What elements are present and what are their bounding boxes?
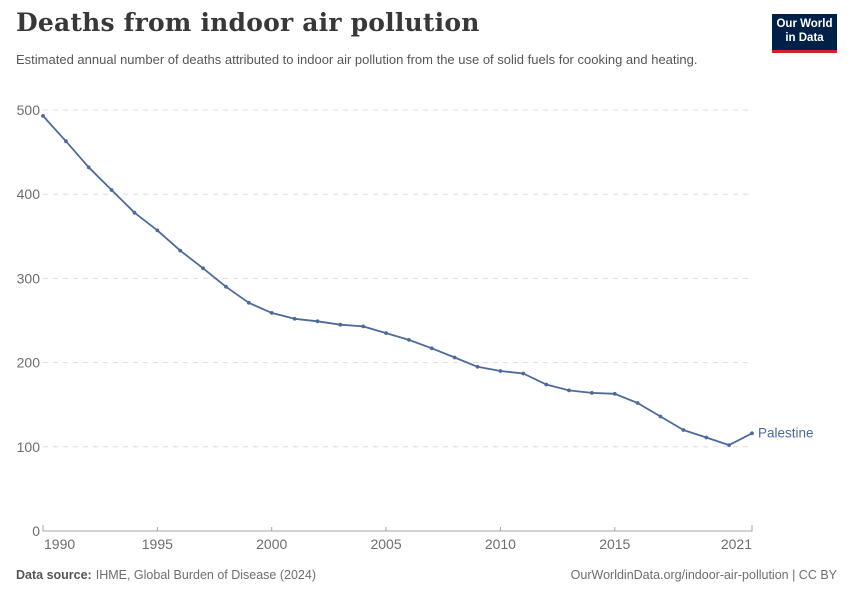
data-source-label: Data source:: [16, 568, 92, 582]
svg-text:500: 500: [17, 102, 41, 118]
page-title: Deaths from indoor air pollution: [16, 8, 480, 37]
gridlines: [43, 109, 752, 448]
owid-logo-line1: Our World: [776, 18, 833, 30]
credit-link[interactable]: OurWorldinData.org/indoor-air-pollution …: [570, 568, 837, 582]
x-axis-labels: 1990 1995 2000 2005 2010 2015 2021: [44, 527, 752, 552]
svg-text:1995: 1995: [142, 536, 173, 552]
svg-text:200: 200: [17, 355, 41, 371]
svg-text:2021: 2021: [721, 536, 752, 552]
data-source-value: IHME, Global Burden of Disease (2024): [95, 568, 316, 582]
svg-text:400: 400: [17, 186, 41, 202]
svg-text:0: 0: [32, 523, 40, 539]
series-line: [42, 115, 753, 446]
svg-text:300: 300: [17, 270, 41, 286]
owid-logo-line2: in Data: [785, 32, 824, 44]
series-entity-label[interactable]: Palestine: [758, 425, 814, 440]
series-points: [41, 114, 754, 447]
svg-text:2015: 2015: [599, 536, 630, 552]
x-axis: [42, 525, 753, 532]
owid-logo[interactable]: Our World in Data: [772, 14, 837, 53]
y-axis-labels: 0 100 200 300 400 500: [17, 102, 41, 539]
svg-text:1990: 1990: [44, 536, 75, 552]
chart-footer: Data source: IHME, Global Burden of Disea…: [16, 568, 837, 582]
svg-text:100: 100: [17, 439, 41, 455]
svg-text:2005: 2005: [370, 536, 401, 552]
svg-text:2010: 2010: [485, 536, 516, 552]
data-source: Data source: IHME, Global Burden of Disea…: [16, 568, 316, 582]
chart-subtitle: Estimated annual number of deaths attrib…: [16, 52, 698, 67]
svg-text:2000: 2000: [256, 536, 287, 552]
